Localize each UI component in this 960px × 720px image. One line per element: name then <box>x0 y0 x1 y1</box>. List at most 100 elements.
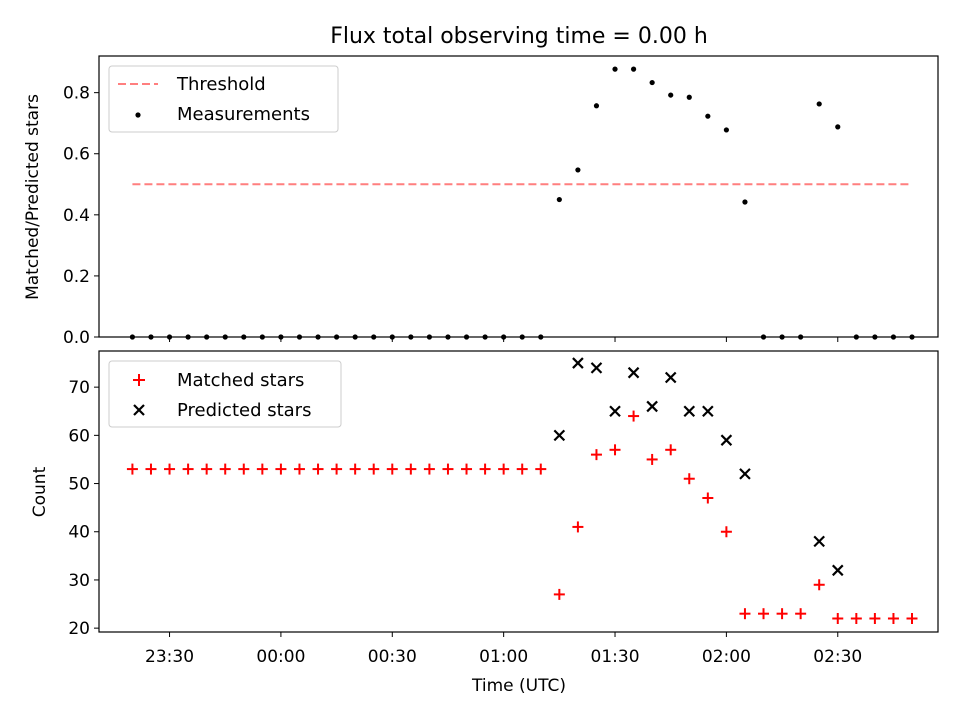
measurement-point <box>371 334 377 340</box>
matched-stars-point <box>423 463 435 475</box>
measurement-point <box>593 103 600 109</box>
measurement-point <box>352 334 358 340</box>
y-tick-label: 0.6 <box>63 145 90 165</box>
measurement-point <box>779 334 785 340</box>
y-tick-label: 60 <box>68 426 90 446</box>
measurement-point <box>129 334 136 340</box>
matched-stars-point <box>461 463 473 475</box>
matched-stars-point <box>702 492 714 504</box>
matched-stars-point <box>572 521 584 533</box>
matched-stars-point <box>795 608 807 620</box>
measurement-point <box>278 334 284 340</box>
count-series <box>126 357 918 625</box>
matched-stars-point <box>906 613 918 625</box>
matched-stars-point <box>331 463 343 475</box>
legend-threshold-label: Threshold <box>176 74 266 95</box>
matched-stars-point <box>609 444 621 456</box>
legend-matched-swatch <box>133 374 145 386</box>
measurement-point <box>816 101 822 107</box>
y-tick-label: 0.8 <box>63 84 90 104</box>
legend-matched-label: Matched stars <box>177 370 304 391</box>
matched-stars-point <box>126 463 138 475</box>
measurement-point <box>148 334 154 340</box>
measurement-point <box>389 334 395 340</box>
ratio-y-axis: 0.0 0.2 0.4 0.6 0.8 <box>63 84 99 348</box>
predicted-stars-point <box>572 357 584 369</box>
measurement-point <box>649 79 655 86</box>
matched-stars-point <box>164 463 176 475</box>
measurement-point <box>538 334 544 340</box>
predicted-stars-point <box>664 371 677 384</box>
matched-stars-point <box>683 473 695 485</box>
count-legend-box <box>108 360 342 428</box>
y-tick-label: 20 <box>68 619 90 639</box>
matched-stars-point <box>219 463 231 475</box>
matched-stars-point <box>776 608 788 620</box>
matched-stars-point <box>312 463 324 475</box>
measurement-point <box>166 334 173 340</box>
matched-stars-point <box>535 463 547 475</box>
x-axis-label: Time (UTC) <box>471 676 566 696</box>
measurement-point <box>760 334 767 340</box>
measurement-point <box>890 334 897 340</box>
y-tick-label: 30 <box>68 571 90 591</box>
count-y-axis-label: Count <box>30 466 50 517</box>
predicted-stars-point <box>609 405 621 418</box>
predicted-stars-point <box>831 564 844 577</box>
y-tick-label: 0.2 <box>63 267 90 287</box>
matched-stars-point <box>349 463 361 475</box>
matched-stars-point <box>887 613 899 625</box>
measurement-point <box>241 334 247 340</box>
predicted-stars-point <box>553 429 566 442</box>
x-tick-label: 01:00 <box>479 647 528 667</box>
matched-stars-point <box>201 463 213 475</box>
measurement-point <box>296 334 303 340</box>
measurement-point <box>333 334 340 340</box>
measurement-point <box>482 334 488 340</box>
matched-stars-point <box>553 588 565 600</box>
y-tick-label: 70 <box>68 378 90 398</box>
predicted-stars-point <box>702 405 714 418</box>
x-tick-label: 23:30 <box>145 647 194 667</box>
matched-stars-point <box>739 608 751 620</box>
matched-stars-point <box>832 613 844 625</box>
measurement-point <box>575 167 581 173</box>
x-tick-label: 00:30 <box>368 647 417 667</box>
x-tick-label: 01:30 <box>591 647 640 667</box>
y-tick-label: 0.0 <box>63 328 90 348</box>
measurement-point <box>185 334 191 340</box>
measurement-point <box>204 334 210 340</box>
count-legend: Matched stars Predicted stars <box>108 360 342 428</box>
predicted-stars-point <box>590 362 603 374</box>
measurement-point <box>315 334 321 340</box>
matched-stars-point <box>368 463 380 475</box>
matched-stars-point <box>238 463 250 475</box>
measurement-point <box>519 334 525 340</box>
measurement-point <box>798 334 804 340</box>
measurement-point <box>222 334 228 340</box>
matched-stars-point <box>442 463 454 475</box>
legend-measurements-label: Measurements <box>177 104 310 125</box>
predicted-stars-point <box>627 366 640 379</box>
matched-stars-point <box>479 463 491 475</box>
y-tick-label: 50 <box>68 475 90 495</box>
matched-stars-point <box>628 410 640 422</box>
measurement-point <box>501 334 507 340</box>
matched-stars-point <box>275 463 287 475</box>
ratio-y-axis-label: Matched/Predicted stars <box>23 94 43 300</box>
ratio-panel: 0.00.20.40.60.8 Matched/Predicted stars … <box>23 55 939 348</box>
measurement-point <box>835 124 841 130</box>
measurement-point <box>723 127 729 133</box>
matched-stars-point <box>405 463 417 475</box>
measurement-point <box>463 334 470 340</box>
measurement-point <box>612 66 618 72</box>
y-tick-label: 40 <box>68 523 90 543</box>
measurement-point <box>853 334 859 340</box>
count-x-axis: 23:30 00:00 00:30 01:00 01:30 02:00 02:30 <box>145 632 862 667</box>
measurement-point <box>630 66 637 72</box>
predicted-stars-point <box>739 468 751 480</box>
measurement-point <box>426 334 433 340</box>
chart-title: Flux total observing time = 0.00 h <box>330 24 708 49</box>
measurement-point <box>686 94 692 100</box>
